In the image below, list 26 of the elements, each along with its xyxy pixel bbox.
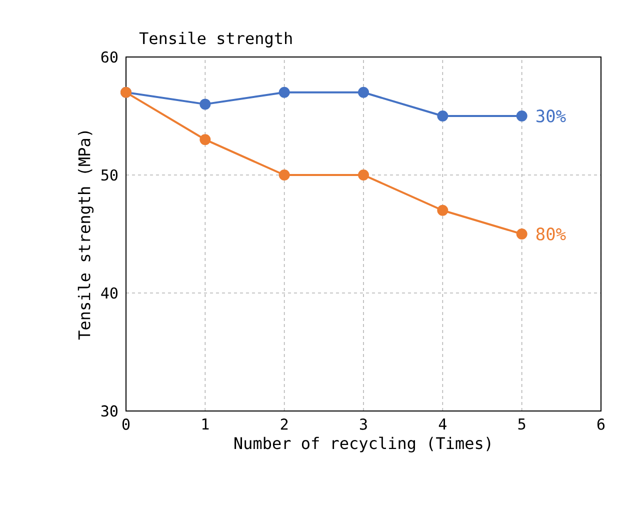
x-tick-label: 4 bbox=[438, 418, 446, 430]
point bbox=[437, 110, 448, 122]
series-label: 80% bbox=[536, 228, 566, 240]
point bbox=[200, 98, 211, 110]
y-tick-label: 30 bbox=[101, 405, 118, 417]
point bbox=[358, 169, 369, 180]
point bbox=[200, 134, 211, 146]
point bbox=[358, 86, 369, 98]
x-tick-label: 3 bbox=[360, 418, 367, 430]
x-tick-label: 5 bbox=[518, 418, 526, 430]
point bbox=[437, 204, 448, 216]
point bbox=[278, 86, 290, 98]
x-tick-label: 2 bbox=[280, 418, 288, 430]
y-tick-label: 50 bbox=[101, 169, 118, 181]
x-tick-label: 6 bbox=[597, 418, 605, 430]
point bbox=[278, 169, 290, 180]
y-tick-label: 40 bbox=[101, 287, 118, 299]
x-axis-title: Number of recycling (Times) bbox=[234, 436, 490, 452]
point bbox=[516, 110, 528, 122]
x-tick-label: 1 bbox=[202, 418, 209, 430]
y-axis-title: Tensile strength (MPa) bbox=[78, 131, 94, 340]
chart-title: Tensile strength bbox=[139, 32, 292, 48]
point bbox=[516, 228, 528, 240]
series-label: 30% bbox=[536, 110, 566, 122]
y-tick-label: 60 bbox=[101, 51, 118, 63]
x-tick-label: 0 bbox=[122, 418, 130, 430]
